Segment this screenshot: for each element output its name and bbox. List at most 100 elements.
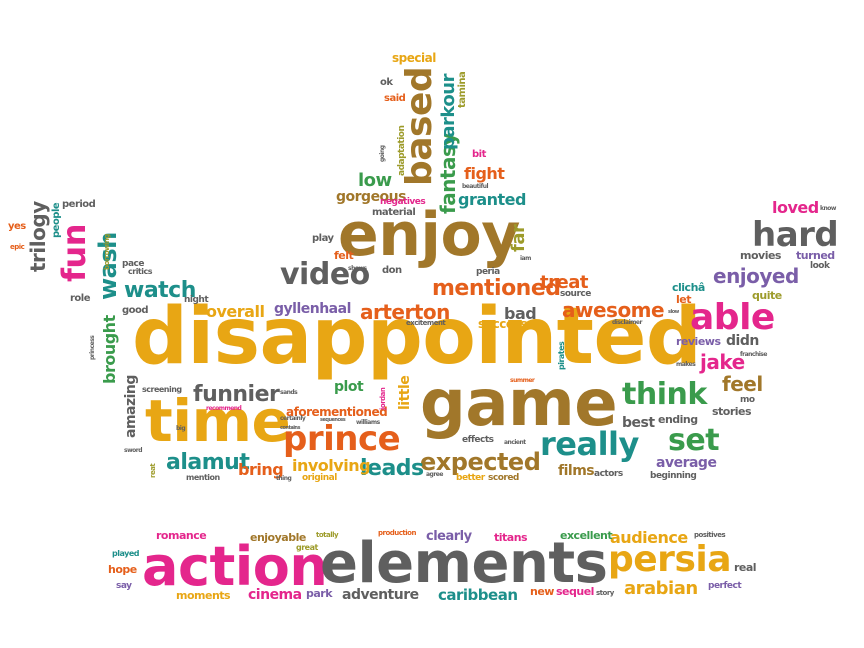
word-aforementioned: aforementioned <box>286 405 388 419</box>
word-perfect: perfect <box>708 581 742 591</box>
word-sword: sword <box>124 447 143 454</box>
word-bit: bit <box>472 149 486 160</box>
word-plot: plot <box>334 379 364 395</box>
word-new: new <box>530 585 554 598</box>
word-effects: effects <box>462 435 494 445</box>
word-persia: persia <box>608 539 732 580</box>
word-watch: watch <box>124 278 196 303</box>
word-felt: felt <box>334 249 354 262</box>
word-video: video <box>280 257 370 292</box>
word-alamut: alamut <box>166 450 250 475</box>
word-enjoyable: enjoyable <box>250 531 306 544</box>
word-awesome: awesome <box>562 298 665 322</box>
word-disclaimer: disclaimer <box>612 319 642 326</box>
word-romance: romance <box>156 529 207 542</box>
word-treat: treat <box>540 272 588 293</box>
word-able: able <box>690 297 775 338</box>
word-sands: sands <box>280 389 298 396</box>
word-recommend: recommend <box>206 405 242 412</box>
word-clichd: clichâ <box>672 281 705 294</box>
word-involving: involving <box>292 456 371 475</box>
word-brought: brought <box>100 315 119 384</box>
word-ending: ending <box>658 413 698 426</box>
word-didn: didn <box>726 333 759 349</box>
word-special: special <box>392 51 436 65</box>
word-thing: thing <box>276 475 292 482</box>
word-critics: critics <box>128 267 153 276</box>
word-mention: mention <box>186 473 220 482</box>
word-slow: slow <box>668 309 679 315</box>
word-agree: agree <box>426 471 443 478</box>
word-ok: ok <box>380 77 393 88</box>
word-adventure: adventure <box>342 587 419 603</box>
word-princess: princess <box>89 335 96 360</box>
word-disappointed: disappointed <box>132 292 702 382</box>
word-epic: epic <box>10 243 25 251</box>
word-contains: contains <box>280 425 300 431</box>
word-better: better <box>456 473 485 483</box>
word-adaptation: adaptation <box>397 125 407 176</box>
word-negatives: negatives <box>380 197 426 207</box>
word-pace: pace <box>122 259 144 269</box>
word-feel: feel <box>722 372 763 396</box>
word-screening: screening <box>142 385 182 394</box>
word-arterton: arterton <box>360 300 450 324</box>
word-fun: fun <box>55 224 93 282</box>
word-best: best <box>622 415 655 431</box>
word-certainly: certainly <box>280 415 306 422</box>
word-elements: elements <box>320 531 608 596</box>
word-reviews: reviews <box>676 335 721 348</box>
word-action: action <box>142 535 328 598</box>
word-movies: movies <box>740 249 781 262</box>
word-films: films <box>558 463 595 479</box>
word-play: play <box>312 233 334 244</box>
word-sequel: sequel <box>556 585 594 598</box>
word-turned: turned <box>796 249 835 262</box>
word-prince: prince <box>283 419 401 459</box>
word-far: far <box>508 224 529 252</box>
word-low: low <box>358 170 392 191</box>
word-based: based <box>399 66 440 186</box>
word-think: think <box>622 377 707 412</box>
word-clearly: clearly <box>426 529 472 544</box>
word-success: success <box>478 317 527 331</box>
word-set: set <box>668 423 720 458</box>
word-great: great <box>296 543 318 552</box>
word-franchise: franchise <box>740 351 767 358</box>
word-williams: williams <box>356 419 380 426</box>
word-yes: yes <box>8 221 26 232</box>
word-jordan: jordan <box>379 387 387 410</box>
word-titans: titans <box>494 531 528 544</box>
word-ancient: ancient <box>504 439 526 446</box>
word-quite: quite <box>752 289 782 302</box>
word-shows: shows <box>348 265 367 272</box>
word-loved: loved <box>772 198 819 217</box>
word-original: original <box>302 473 337 483</box>
word-hope: hope <box>108 563 137 576</box>
word-overall: overall <box>206 302 265 321</box>
word-story: story <box>596 589 614 597</box>
word-enjoyed: enjoyed <box>713 264 799 288</box>
word-good: good <box>122 305 149 316</box>
word-going: going <box>379 145 386 162</box>
word-really: really <box>540 425 639 463</box>
word-arabian: arabian <box>624 578 698 599</box>
word-audience: audience <box>610 528 688 547</box>
word-stories: stories <box>712 405 752 418</box>
word-beautiful: beautiful <box>462 183 489 190</box>
word-bad: bad <box>504 304 537 323</box>
word-peria: peria <box>476 267 500 277</box>
word-mentioned: mentioned <box>432 276 561 301</box>
word-iam: iam <box>520 255 531 262</box>
word-positives: positives <box>694 531 726 539</box>
word-totally: totally <box>316 531 339 539</box>
word-know: know <box>820 205 836 212</box>
word-granted: granted <box>458 190 526 209</box>
word-let: let <box>676 293 692 306</box>
word-amazing: amazing <box>123 375 139 438</box>
word-say: say <box>116 581 132 591</box>
word-jake: jake <box>700 350 745 374</box>
word-enjoy: enjoy <box>338 200 520 270</box>
word-big: big <box>176 425 186 432</box>
